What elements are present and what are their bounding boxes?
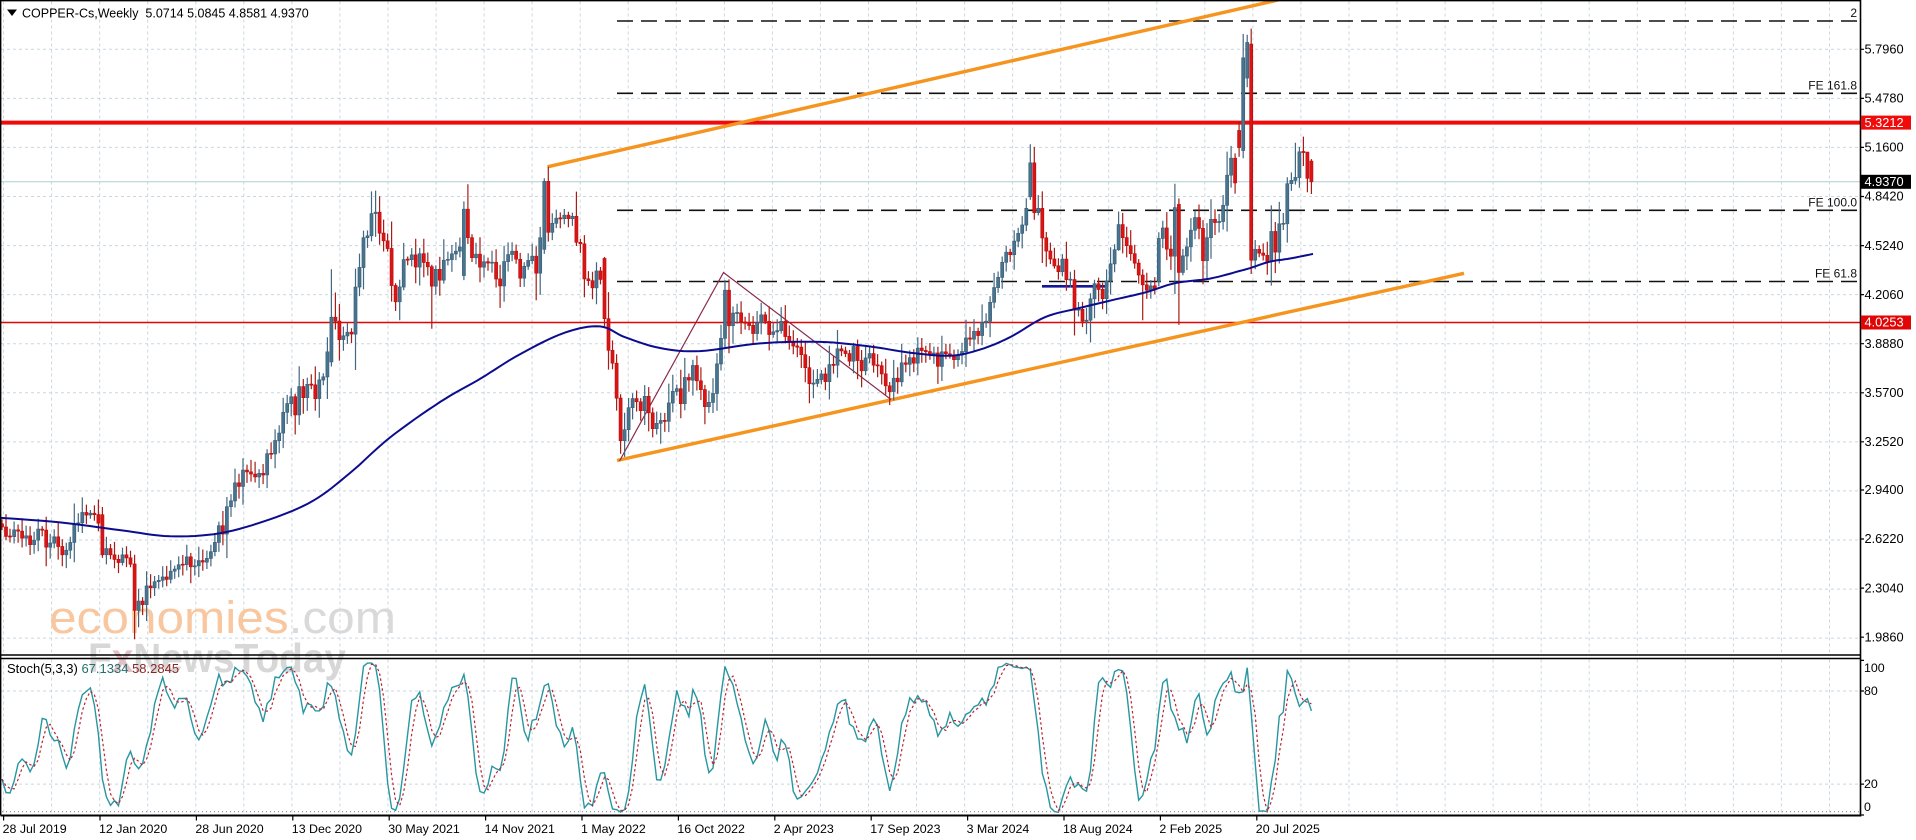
svg-text:2.9400: 2.9400 [1865,482,1904,497]
svg-text:2.3040: 2.3040 [1865,580,1904,595]
svg-text:1.9860: 1.9860 [1865,629,1904,644]
svg-text:5.3212: 5.3212 [1865,115,1904,130]
svg-text:13 Dec 2020: 13 Dec 2020 [292,822,362,836]
svg-text:5.7960: 5.7960 [1865,42,1904,57]
svg-text:20 Jul 2025: 20 Jul 2025 [1256,822,1320,836]
svg-text:FE 100.0: FE 100.0 [1808,195,1857,209]
svg-text:economies.com: economies .com [49,592,396,643]
svg-text:1 May 2022: 1 May 2022 [581,822,646,836]
svg-text:2.6220: 2.6220 [1865,531,1904,546]
svg-text:4.2060: 4.2060 [1865,287,1904,302]
svg-text:12 Jan 2020: 12 Jan 2020 [99,822,167,836]
svg-text:2 Feb 2025: 2 Feb 2025 [1159,822,1222,836]
svg-text:80: 80 [1864,684,1878,698]
svg-text:4.5240: 4.5240 [1865,238,1904,253]
svg-text:FE 161.8: FE 161.8 [1808,78,1857,92]
svg-text:18 Aug 2024: 18 Aug 2024 [1063,822,1133,836]
svg-text:28 Jun 2020: 28 Jun 2020 [195,822,263,836]
svg-text:4.0253: 4.0253 [1865,315,1904,330]
svg-text:3.2520: 3.2520 [1865,434,1904,449]
svg-text:3 Mar 2024: 3 Mar 2024 [967,822,1030,836]
svg-text:30 May 2021: 30 May 2021 [388,822,460,836]
svg-text:4.9370: 4.9370 [1865,174,1904,189]
svg-text:3.5700: 3.5700 [1865,385,1904,400]
svg-text:3.8880: 3.8880 [1865,336,1904,351]
svg-text:0: 0 [1864,800,1871,814]
svg-text:17 Sep 2023: 17 Sep 2023 [870,822,940,836]
svg-text:2 Apr 2023: 2 Apr 2023 [774,822,834,836]
svg-text:COPPER-Cs,Weekly 5.0714 5.084: COPPER-Cs,Weekly 5.0714 5.0845 4.8581 4.… [22,7,309,21]
svg-text:14 Nov 2021: 14 Nov 2021 [485,822,555,836]
svg-text:2: 2 [1850,6,1857,20]
svg-text:28 Jul 2019: 28 Jul 2019 [3,822,67,836]
svg-text:16 Oct 2022: 16 Oct 2022 [677,822,745,836]
svg-text:Stoch(5,3,3) 67.1334 58.2845: Stoch(5,3,3) 67.1334 58.2845 [7,661,179,676]
svg-text:100: 100 [1864,661,1885,675]
svg-text:5.1600: 5.1600 [1865,140,1904,155]
svg-text:20: 20 [1864,777,1878,791]
svg-text:5.4780: 5.4780 [1865,91,1904,106]
svg-text:FE 61.8: FE 61.8 [1815,267,1857,281]
svg-text:4.8420: 4.8420 [1865,189,1904,204]
